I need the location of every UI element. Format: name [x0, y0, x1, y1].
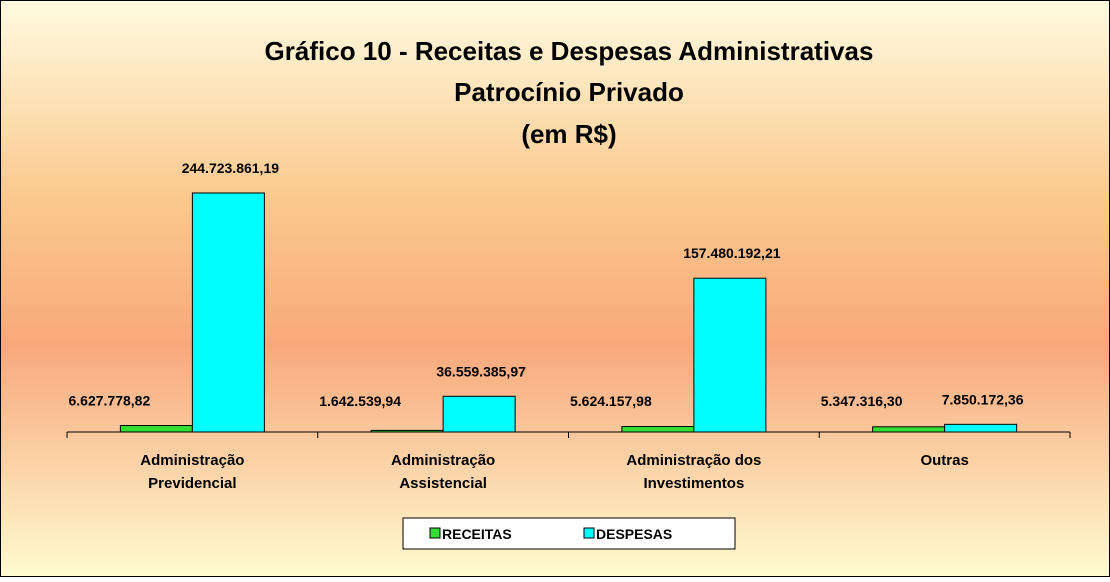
bar	[944, 423, 1018, 433]
x-tick-label: Assistencial	[399, 475, 487, 492]
data-label: 157.480.192,21	[683, 245, 781, 261]
x-tick-label: Administração	[391, 452, 495, 469]
data-label: 1.642.539,94	[319, 393, 401, 409]
legend-swatch	[429, 527, 441, 539]
data-label: 5.347.316,30	[821, 393, 903, 409]
chart-title: Gráfico 10 - Receitas e Despesas Adminis…	[265, 36, 874, 66]
data-label: 244.723.861,19	[182, 160, 280, 176]
x-tick-label: Administração dos	[626, 452, 761, 469]
data-label: 7.850.172,36	[942, 391, 1024, 407]
bar	[872, 426, 946, 433]
bar	[119, 425, 193, 433]
legend-swatch	[583, 527, 595, 539]
x-tick-label: Investimentos	[643, 475, 744, 492]
x-tick-label: Outras	[920, 452, 968, 469]
bar	[370, 429, 444, 433]
chart-subtitle: Patrocínio Privado	[454, 77, 684, 107]
legend-label: DESPESAS	[596, 526, 672, 542]
bar	[621, 426, 695, 433]
bar	[442, 395, 516, 433]
data-label: 6.627.778,82	[69, 393, 151, 409]
bar	[693, 277, 767, 433]
data-label: 36.559.385,97	[436, 363, 526, 379]
bar	[191, 192, 265, 433]
legend-label: RECEITAS	[442, 526, 512, 542]
x-tick-label: Previdencial	[148, 475, 236, 492]
legend	[402, 517, 736, 550]
data-label: 5.624.157,98	[570, 393, 652, 409]
x-tick-label: Administração	[140, 452, 244, 469]
chart-subtitle: (em R$)	[521, 119, 616, 149]
